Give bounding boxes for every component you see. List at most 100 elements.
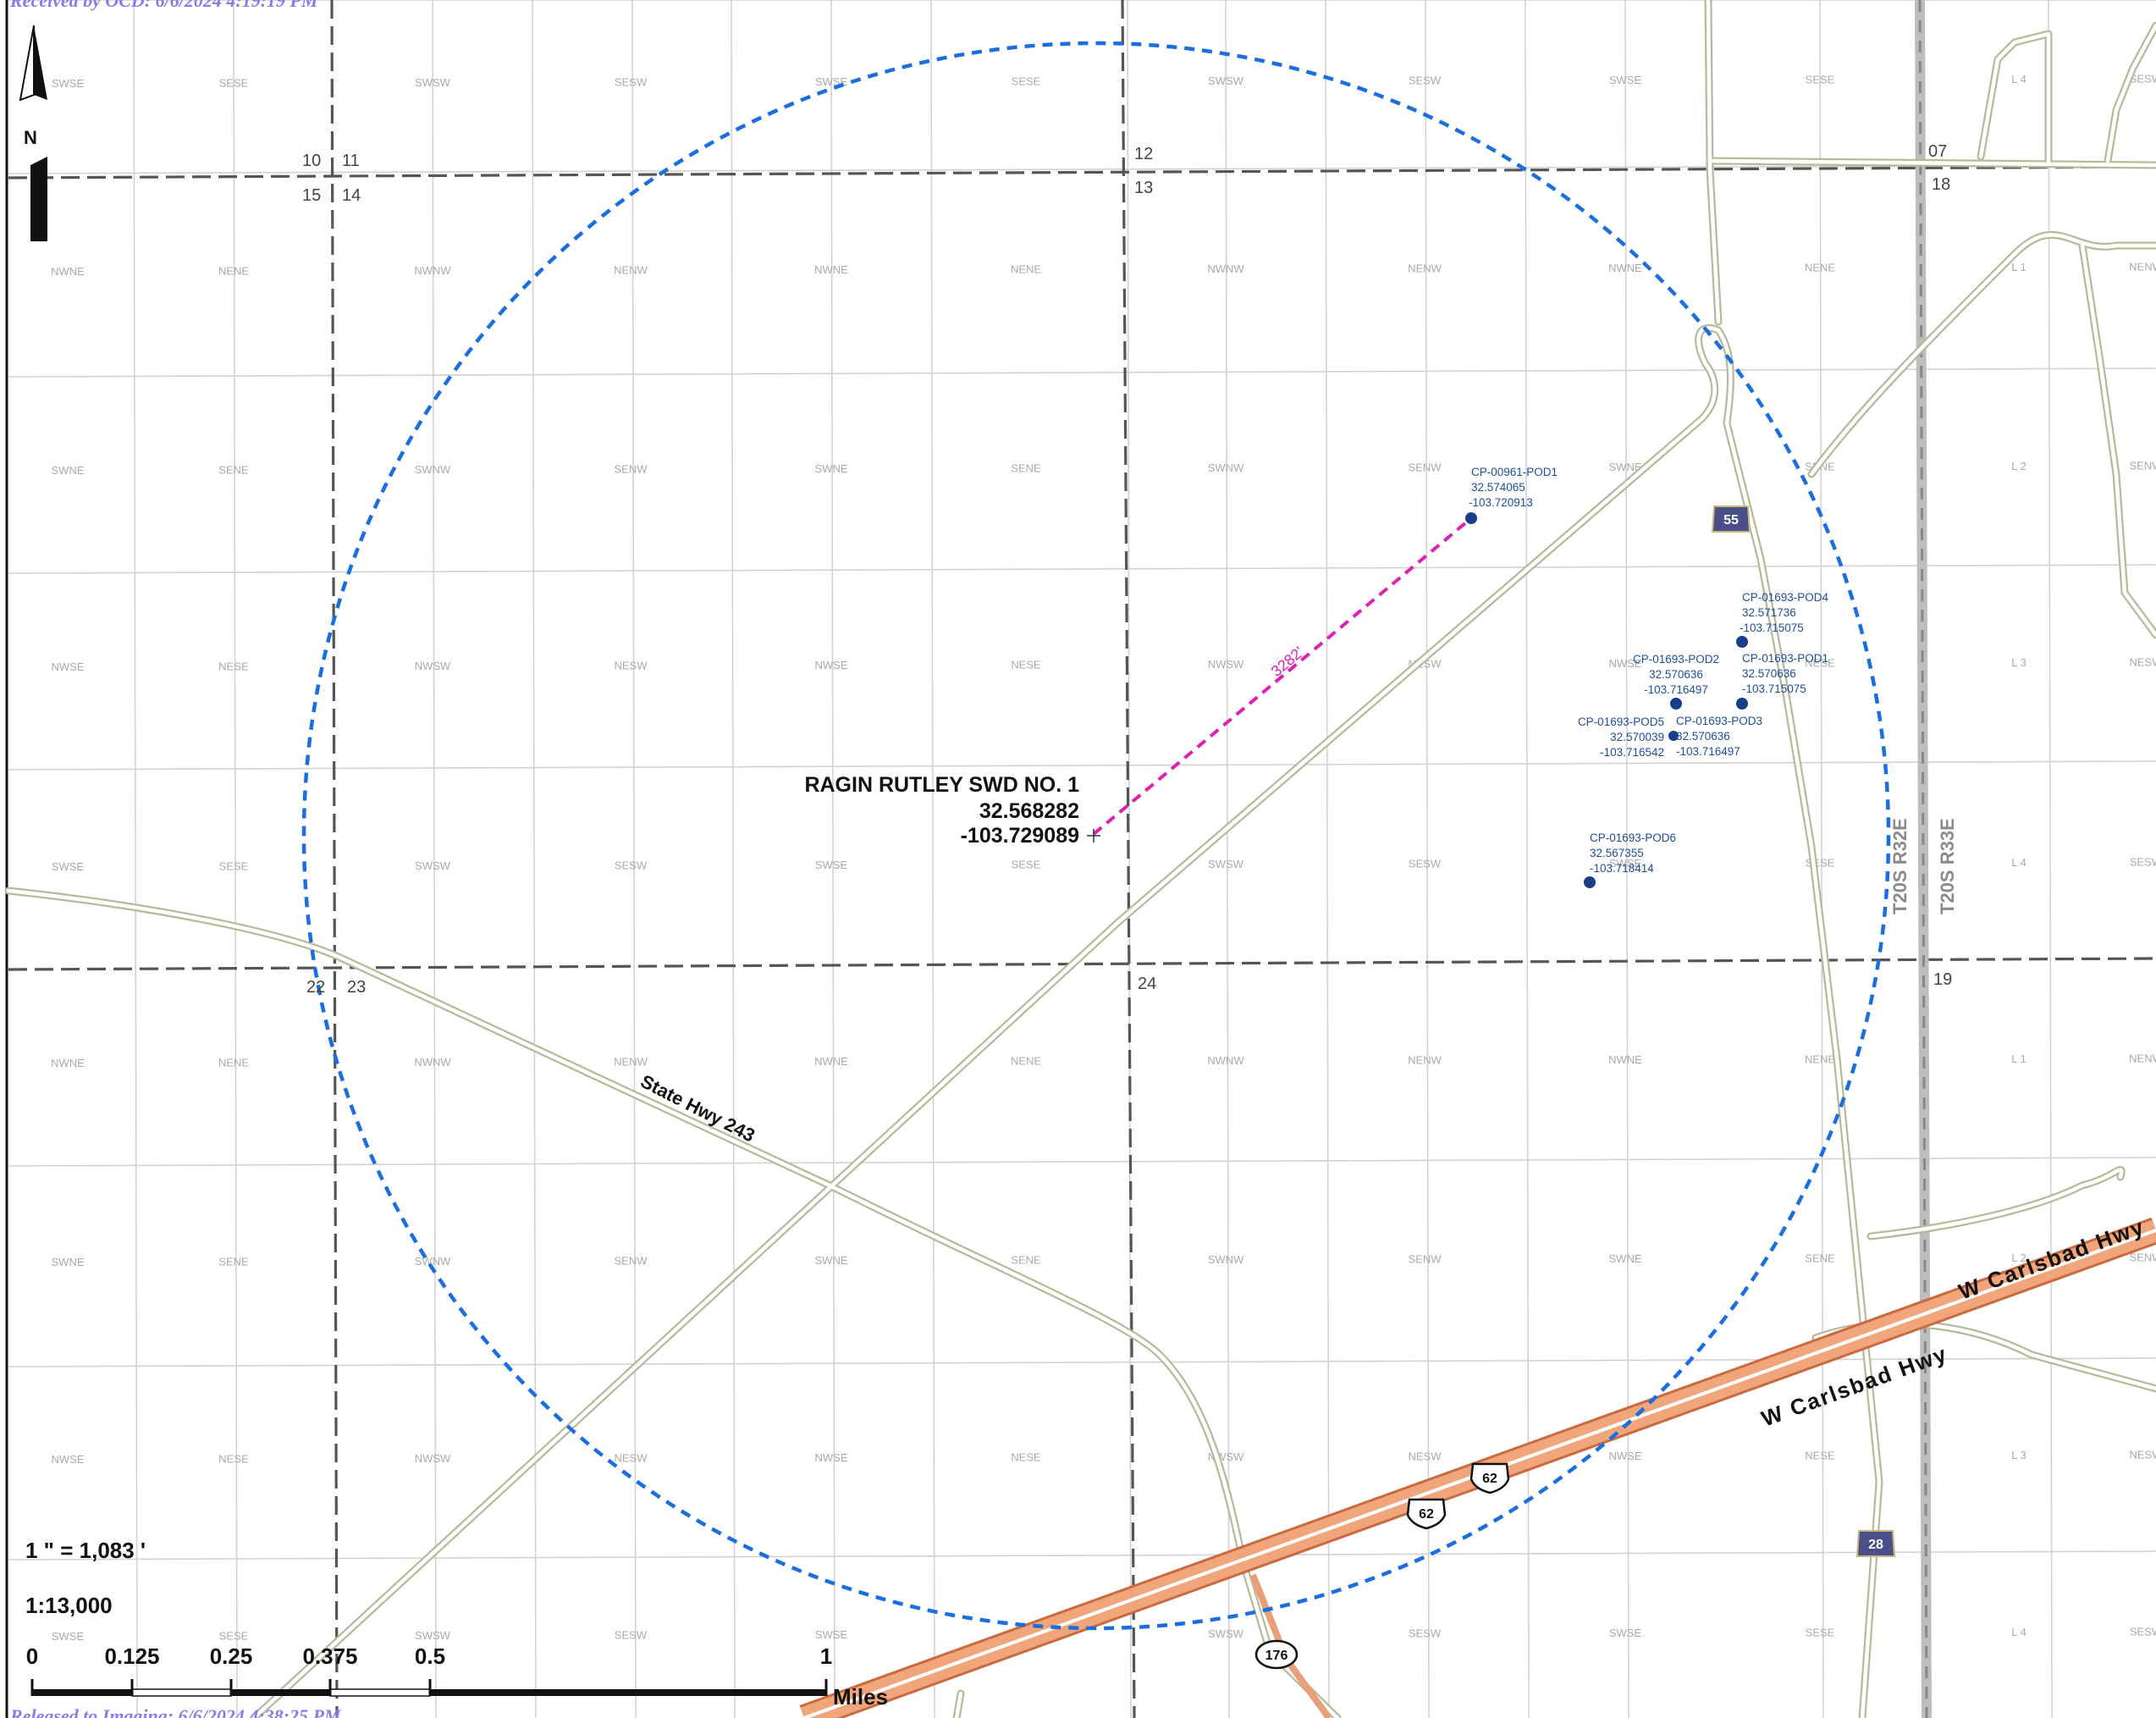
section-number: 11 bbox=[342, 152, 360, 170]
well-marker[interactable]: CP-01693-POD1 32.570636 -103.715075 bbox=[1736, 652, 1828, 710]
well-marker[interactable]: CP-01693-POD4 32.571736 -103.715075 bbox=[1736, 591, 1829, 648]
quarter-label: SWSW bbox=[415, 1629, 451, 1642]
well-lat: 32.570636 bbox=[1742, 667, 1796, 680]
quarter-label: NWNW bbox=[414, 1056, 451, 1069]
quarter-label: NESE bbox=[1805, 657, 1835, 670]
well-lon: -103.716497 bbox=[1676, 745, 1740, 758]
well-marker[interactable]: CP-01693-POD6 32.567355 -103.718414 bbox=[1584, 831, 1676, 888]
quarter-label: SENE bbox=[1805, 1252, 1835, 1265]
svg-text:62: 62 bbox=[1482, 1472, 1497, 1486]
scale-ratio: 1 " = 1,083 ' bbox=[25, 1538, 146, 1563]
quarter-label: NENE bbox=[1805, 1053, 1835, 1066]
section-number: 13 bbox=[1134, 179, 1153, 197]
site-marker[interactable]: RAGIN RUTLEY SWD NO. 1 32.568282 -103.72… bbox=[804, 773, 1100, 848]
scale-fraction: 1:13,000 bbox=[25, 1593, 113, 1618]
quarter-label: SWNE bbox=[1609, 1252, 1642, 1265]
well-marker[interactable]: CP-01693-POD3 32.570636 -103.716497 bbox=[1676, 715, 1762, 758]
distance-label: 3282' bbox=[1268, 644, 1307, 680]
site-name: RAGIN RUTLEY SWD NO. 1 bbox=[804, 773, 1079, 797]
quarter-label: NWNE bbox=[814, 1055, 848, 1068]
svg-text:55: 55 bbox=[1723, 513, 1739, 528]
quarter-label: NESW bbox=[615, 1452, 648, 1465]
quarter-label: SENE bbox=[1011, 462, 1041, 475]
quarter-label: SWSE bbox=[52, 1630, 85, 1643]
quarter-label: NENW bbox=[1408, 262, 1442, 275]
quarter-label: NESE bbox=[218, 1453, 249, 1466]
quarter-label: L 2 bbox=[2011, 1251, 2026, 1264]
township-label: T20S R33E bbox=[1937, 818, 1958, 914]
quarter-label: SWSE bbox=[1609, 74, 1642, 86]
quarter-label: NWSE bbox=[1609, 657, 1642, 670]
well-dot-icon bbox=[1736, 636, 1748, 648]
quarter-labels: SWSE SESE SWSW SESW SWSE SESE SWSW SESW SWSE SESE… bbox=[51, 73, 2156, 1643]
us-62-shield-icon: 62 bbox=[1406, 1498, 1447, 1530]
well-marker[interactable]: CP-01693-POD2 32.570636 -103.716497 bbox=[1633, 653, 1719, 710]
quarter-label: NENW bbox=[1408, 1054, 1442, 1067]
quarter-label: NWNW bbox=[1207, 262, 1244, 275]
township-line bbox=[1915, 0, 1932, 1718]
quarter-label: SENW bbox=[615, 1255, 648, 1268]
section-number: 19 bbox=[1933, 970, 1952, 989]
scale-tick-label: 0.5 bbox=[415, 1643, 445, 1669]
quarter-label: SWNE bbox=[1609, 461, 1642, 473]
quarter-label: SWNW bbox=[415, 463, 451, 476]
quarter-label: SWSW bbox=[415, 76, 451, 89]
section-number: 23 bbox=[347, 978, 366, 997]
section-number: 15 bbox=[302, 186, 321, 205]
quarter-label: SWSE bbox=[1609, 1627, 1642, 1639]
well-lon: -103.715075 bbox=[1742, 682, 1806, 695]
nm-176-shield-icon: 176 bbox=[1254, 1639, 1299, 1670]
quarter-label: NENE bbox=[1011, 263, 1041, 276]
quarter-label: L 1 bbox=[2011, 1052, 2026, 1065]
well-lon: -103.716542 bbox=[1600, 746, 1664, 759]
scale-tick-label: 0.125 bbox=[104, 1643, 159, 1669]
quarter-label: NESW bbox=[2130, 656, 2156, 669]
quarter-label: NESE bbox=[1011, 1451, 1041, 1464]
quarter-label: NWNE bbox=[1608, 1053, 1642, 1066]
quarter-label: L 3 bbox=[2011, 1449, 2026, 1461]
site-lat: 32.568282 bbox=[979, 799, 1079, 823]
well-marker[interactable]: CP-00961-POD1 32.574065 -103.720913 bbox=[1465, 466, 1558, 524]
quarter-label: SWSE bbox=[815, 859, 848, 871]
quarter-label: SENW bbox=[615, 463, 648, 476]
quarter-label: SESE bbox=[1012, 859, 1041, 871]
quarter-label: NWNE bbox=[814, 263, 848, 276]
quarter-label: NWSE bbox=[1609, 1450, 1642, 1462]
well-lon: -103.715075 bbox=[1740, 621, 1804, 634]
scale-tick-label: 0.25 bbox=[210, 1643, 253, 1669]
quarter-label: SWNW bbox=[1208, 461, 1244, 474]
well-id: CP-01693-POD3 bbox=[1676, 715, 1762, 727]
quarter-label: SENW bbox=[2130, 1251, 2156, 1264]
quarter-label: SESE bbox=[1012, 75, 1041, 88]
quarter-label: NWSW bbox=[1208, 658, 1244, 671]
quarter-label: NENE bbox=[218, 265, 249, 278]
quarter-label: NENE bbox=[1805, 262, 1835, 274]
well-lat: 32.574065 bbox=[1471, 481, 1525, 494]
quarter-label: SENW bbox=[2130, 460, 2156, 472]
township-label: T20S R32E bbox=[1889, 818, 1911, 914]
quarter-label: SENW bbox=[1409, 461, 1442, 474]
quarter-label: NWNE bbox=[51, 1057, 85, 1069]
quarter-label: NESW bbox=[1409, 1450, 1442, 1463]
well-id: CP-01693-POD1 bbox=[1742, 652, 1828, 665]
quarter-label: SWNE bbox=[815, 462, 848, 475]
well-marker[interactable]: CP-01693-POD5 32.570039 -103.716542 bbox=[1578, 715, 1679, 759]
quarter-label: SESE bbox=[1806, 1627, 1835, 1639]
quarter-label: L 4 bbox=[2011, 856, 2026, 869]
scale-tick-label: 1 bbox=[820, 1643, 832, 1669]
well-id: CP-01693-POD6 bbox=[1590, 831, 1676, 844]
quarter-label: SWNE bbox=[815, 1254, 848, 1267]
quarter-label: NENW bbox=[2129, 261, 2156, 273]
site-lon: -103.729089 bbox=[961, 824, 1079, 848]
well-lat: 32.567355 bbox=[1590, 847, 1644, 859]
quarter-label: SESE bbox=[1806, 74, 1835, 86]
section-number: 07 bbox=[1928, 142, 1947, 161]
quarter-label: NENE bbox=[218, 1057, 249, 1069]
north-arrow-icon: N bbox=[19, 25, 47, 241]
quarter-label: SENE bbox=[1011, 1254, 1041, 1267]
well-dot-icon bbox=[1465, 512, 1477, 524]
quarter-label: SESW bbox=[615, 76, 648, 89]
section-number: 14 bbox=[342, 186, 361, 205]
quarter-label: NWNE bbox=[1608, 262, 1642, 274]
